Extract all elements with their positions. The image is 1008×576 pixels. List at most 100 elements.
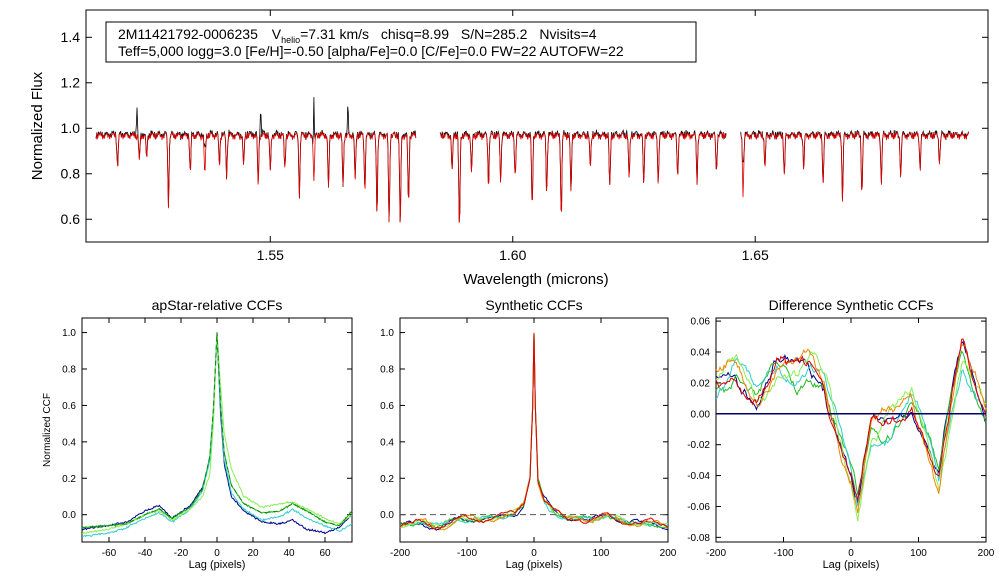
y-tick-label: 0.00 — [691, 409, 711, 420]
difference-ccf-panel: Difference Synthetic CCFs -200 -100 0 100 20… — [687, 297, 995, 571]
apstar-ccf-series-1 — [81, 332, 353, 535]
y-tick-label: 0.04 — [691, 347, 711, 358]
difference-ccf-series-5 — [715, 342, 987, 514]
x-tick-label: 0 — [531, 548, 537, 559]
synthetic-ccf-panel: Synthetic CCFs -200 -100 0 100 200 0.0 0.2 0.4 0… — [380, 297, 677, 571]
synthetic-ccf-xlabel: Lag (pixels) — [506, 559, 563, 571]
y-tick-label: 0.0 — [380, 510, 394, 521]
y-tick-label: 0.6 — [61, 211, 81, 227]
y-tick-label: -0.06 — [687, 502, 710, 513]
model-spectrum-chip-1 — [95, 131, 417, 223]
synthetic-ccf-series-6 — [399, 333, 669, 530]
apstar-ccf-series-2 — [81, 331, 353, 530]
apstar-ccf-ticks: -60 -40 -20 0 20 40 60 0.0 0.2 0.4 0.6 0.8 1.0 — [62, 318, 352, 559]
info-vhelio-label: V — [272, 26, 282, 42]
difference-ccf-series-1 — [715, 340, 987, 505]
x-tick-label: 1.55 — [257, 247, 284, 263]
info-vhelio-subscript: helio — [281, 35, 300, 45]
y-tick-label: 1.2 — [61, 75, 81, 91]
info-vhelio-value: =7.31 km/s — [300, 26, 369, 42]
synthetic-ccf-series-2 — [399, 332, 669, 529]
apstar-ccf-series-3 — [81, 333, 353, 538]
difference-ccf-ticks: -200 -100 0 100 200 0.06 0.04 0.02 0.00 -0.02 -0.0… — [687, 317, 995, 559]
synthetic-ccf-series-3 — [399, 332, 669, 527]
x-tick-label: 200 — [660, 548, 677, 559]
y-tick-label: 0.6 — [380, 401, 394, 412]
y-tick-label: 0.4 — [62, 437, 76, 448]
y-tick-label: 1.0 — [380, 328, 394, 339]
x-tick-label: -40 — [138, 548, 153, 559]
apstar-ccf-title: apStar-relative CCFs — [152, 297, 283, 313]
difference-ccf-series-2 — [715, 350, 987, 496]
difference-ccf-title: Difference Synthetic CCFs — [769, 297, 934, 313]
apstar-ccf-lines — [81, 331, 353, 538]
x-tick-label: 40 — [283, 548, 295, 559]
x-tick-label: 100 — [910, 548, 927, 559]
observed-spectrum-chip-3 — [740, 129, 969, 200]
y-tick-label: 0.02 — [691, 378, 711, 389]
x-tick-label: 60 — [319, 548, 331, 559]
y-tick-label: -0.02 — [687, 440, 710, 451]
difference-ccf-series-3 — [715, 357, 987, 507]
apstar-ccf-frame — [81, 317, 353, 543]
y-tick-label: 0.0 — [62, 510, 76, 521]
spectrum-axes-ticks: 1.55 1.60 1.65 0.6 0.8 1.0 1.2 1.4 — [61, 10, 988, 263]
info-nvisits: Nvisits=4 — [539, 26, 596, 42]
synthetic-ccf-ticks: -200 -100 0 100 200 0.0 0.2 0.4 0.6 0.8 1.0 — [380, 318, 677, 559]
y-tick-label: 0.8 — [380, 364, 394, 375]
model-spectrum-chip-2 — [439, 130, 727, 223]
apstar-ccf-panel: apStar-relative CCFs -60 -40 -20 0 20 40 60 0.0… — [42, 297, 353, 571]
y-tick-label: 0.8 — [62, 364, 76, 375]
info-star-id: 2M11421792-0006235 — [118, 26, 258, 42]
x-tick-label: -100 — [457, 548, 477, 559]
spectrum-info-line-1: 2M11421792-0006235 Vhelio=7.31 km/s chis… — [118, 26, 597, 45]
y-tick-label: 1.0 — [62, 328, 76, 339]
synthetic-ccf-series-1 — [399, 333, 669, 531]
x-tick-label: 0 — [848, 548, 854, 559]
difference-ccf-lines — [715, 338, 987, 522]
y-tick-label: 0.06 — [691, 317, 711, 328]
x-tick-label: -60 — [102, 548, 117, 559]
x-tick-label: 1.60 — [499, 247, 526, 263]
spectrum-xlabel: Wavelength (microns) — [463, 271, 608, 288]
y-tick-label: 0.2 — [380, 474, 394, 485]
difference-ccf-frame — [715, 317, 987, 543]
x-tick-label: 200 — [978, 548, 995, 559]
x-tick-label: 1.65 — [742, 247, 769, 263]
y-tick-label: 1.0 — [61, 120, 81, 136]
spectrum-plot-frame — [85, 9, 989, 243]
observed-spectrum-chip-2 — [439, 128, 727, 222]
info-snr: S/N=285.2 — [461, 26, 528, 42]
x-tick-label: -200 — [706, 548, 726, 559]
apstar-ccf-reference-curve — [81, 332, 353, 528]
difference-ccf-xlabel: Lag (pixels) — [823, 559, 880, 571]
x-tick-label: -20 — [174, 548, 189, 559]
y-tick-label: 1.4 — [61, 29, 81, 45]
synthetic-ccf-series-4 — [399, 332, 669, 529]
spectrum-info-line-2: Teff=5,000 logg=3.0 [Fe/H]=-0.50 [alpha/… — [118, 43, 624, 59]
y-tick-label: 0.4 — [380, 437, 394, 448]
apstar-ccf-series-4 — [81, 332, 353, 535]
model-spectrum-chip-3 — [740, 131, 969, 202]
spectrum-lines — [95, 97, 969, 223]
spectrum-info-box — [105, 21, 697, 63]
y-tick-label: 0.2 — [62, 474, 76, 485]
x-tick-label: 0 — [214, 548, 220, 559]
info-chisq: chisq=8.99 — [381, 26, 449, 42]
x-tick-label: 20 — [247, 548, 259, 559]
y-tick-label: 0.8 — [61, 166, 81, 182]
synthetic-ccf-title: Synthetic CCFs — [485, 297, 582, 313]
spectrum-panel: 1.55 1.60 1.65 0.6 0.8 1.0 1.2 1.4 Normalized F… — [29, 9, 989, 288]
synthetic-ccf-series-5 — [399, 332, 669, 531]
observed-spectrum-chip-1 — [95, 97, 417, 223]
synthetic-ccf-lines — [399, 332, 669, 531]
apstar-ccf-ylabel: Normalized CCF — [42, 393, 53, 467]
y-tick-label: 0.6 — [62, 401, 76, 412]
x-tick-label: -200 — [390, 548, 410, 559]
difference-ccf-series-6 — [715, 338, 987, 501]
apstar-ccf-xlabel: Lag (pixels) — [189, 559, 246, 571]
y-tick-label: -0.08 — [687, 533, 710, 544]
y-tick-label: -0.04 — [687, 471, 710, 482]
spectrum-ylabel: Normalized Flux — [29, 71, 46, 180]
